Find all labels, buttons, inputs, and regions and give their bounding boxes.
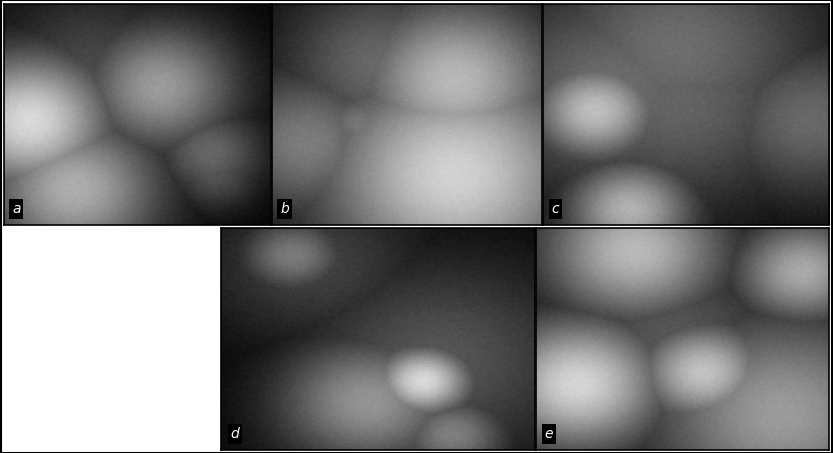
Text: c: c: [551, 202, 559, 216]
Text: a: a: [12, 202, 21, 216]
Text: e: e: [545, 427, 553, 441]
Text: d: d: [231, 427, 239, 441]
Text: b: b: [280, 202, 289, 216]
